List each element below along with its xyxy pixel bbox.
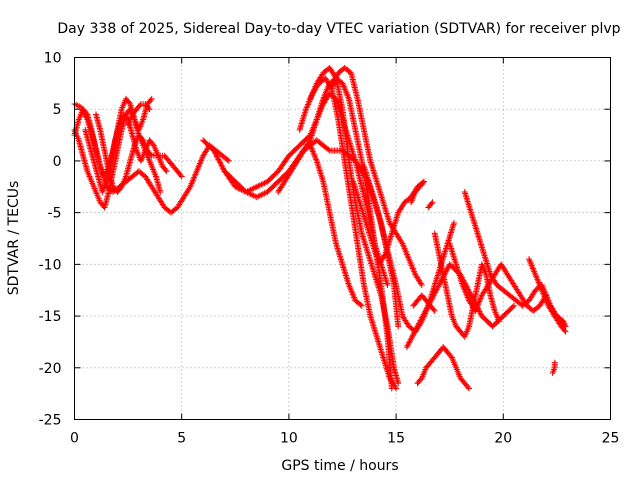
data-point <box>139 135 146 142</box>
data-point <box>186 185 193 192</box>
x-tick-label: 5 <box>177 431 186 447</box>
data-point <box>418 282 425 289</box>
data-point <box>420 178 427 185</box>
data-point <box>147 97 154 104</box>
series-track-14 <box>360 163 457 335</box>
data-point <box>384 282 391 289</box>
series-track-5 <box>92 111 185 195</box>
data-point <box>464 384 471 391</box>
x-tick-label: 15 <box>387 431 405 447</box>
series-track-16 <box>414 344 472 392</box>
data-point <box>465 385 472 392</box>
data-point <box>562 328 569 335</box>
data-point <box>393 385 400 392</box>
y-axis-label: SDTVAR / TECUs <box>6 181 22 296</box>
data-point <box>136 102 143 109</box>
y-tick-labels: -25 -20 -15 -10 -5 0 5 10 <box>39 51 62 429</box>
series-track-10 <box>296 75 400 392</box>
y-tick-label: -15 <box>39 309 62 325</box>
chart-title: Day 338 of 2025, Sidereal Day-to-day VTE… <box>57 21 620 37</box>
y-tick-label: -10 <box>39 257 62 273</box>
data-point <box>447 353 454 360</box>
data-point <box>117 185 124 192</box>
data-point <box>561 327 568 334</box>
data-point <box>358 302 365 309</box>
series-track-25 <box>408 178 427 206</box>
data-point <box>177 172 184 179</box>
data-point <box>147 151 154 158</box>
series-track-19 <box>446 240 550 314</box>
x-tick-label: 0 <box>70 431 79 447</box>
data-point <box>178 173 185 180</box>
data-point <box>562 323 569 330</box>
series-track-23 <box>549 359 558 376</box>
y-tick-label: 5 <box>53 102 62 118</box>
data-point <box>428 200 435 207</box>
data-point <box>431 307 438 314</box>
data-point <box>430 306 437 313</box>
data-point <box>398 239 405 246</box>
data-point <box>417 280 424 287</box>
data-point <box>417 376 424 383</box>
data-point <box>148 95 155 102</box>
data-point <box>146 106 153 113</box>
data-point <box>450 219 457 226</box>
data-point <box>162 166 169 173</box>
data-point <box>325 146 332 153</box>
data-points <box>71 64 569 392</box>
series-track-22 <box>547 302 569 330</box>
data-point <box>157 188 164 195</box>
data-point <box>145 104 152 111</box>
data-point <box>163 168 170 175</box>
data-point <box>509 303 516 310</box>
y-tick-label: -5 <box>48 206 62 222</box>
x-axis-label: GPS time / hours <box>281 458 398 474</box>
data-point <box>225 157 232 164</box>
y-tick-label: -25 <box>39 413 62 429</box>
data-point <box>224 156 231 163</box>
x-tick-labels: 0 5 10 15 20 25 <box>70 431 619 447</box>
data-point <box>149 141 156 148</box>
series-track-12 <box>328 64 425 289</box>
series-track-17 <box>410 292 438 314</box>
series-track-11 <box>307 142 365 309</box>
data-point <box>357 301 364 308</box>
x-tick-label: 25 <box>602 431 620 447</box>
x-tick-label: 10 <box>280 431 298 447</box>
y-tick-label: 10 <box>44 51 62 67</box>
data-point <box>429 199 436 206</box>
series-track-18 <box>431 230 503 340</box>
data-point <box>395 323 402 330</box>
data-point <box>419 179 426 186</box>
x-tick-label: 20 <box>494 431 512 447</box>
y-tick-label: 0 <box>53 154 62 170</box>
plot-frame <box>74 57 611 420</box>
series-track-26 <box>425 199 436 211</box>
data-point <box>392 383 399 390</box>
data-point <box>395 380 402 387</box>
data-point <box>549 369 556 376</box>
data-point <box>511 302 518 309</box>
data-point <box>496 318 503 325</box>
y-tick-label: -20 <box>39 361 62 377</box>
series-track-24 <box>125 101 153 128</box>
